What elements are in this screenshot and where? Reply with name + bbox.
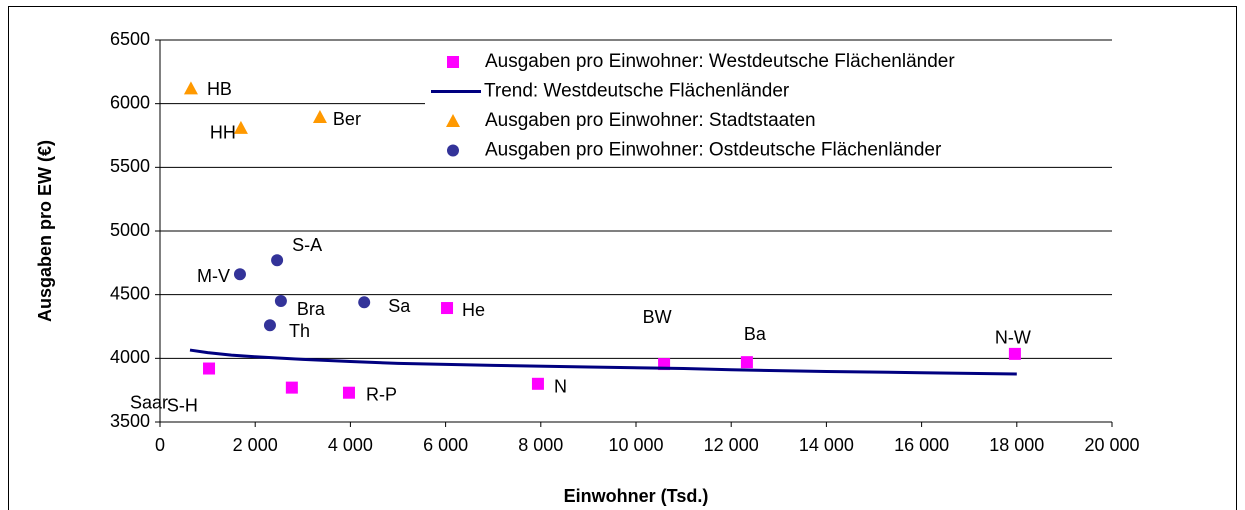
point <box>285 381 298 394</box>
point-label: Saar <box>130 392 168 412</box>
y-tick-label: 4500 <box>110 283 150 303</box>
point <box>531 377 544 390</box>
point <box>312 110 327 124</box>
x-tick-label: 14 000 <box>799 435 854 455</box>
point-label: R-P <box>366 384 397 404</box>
point <box>740 356 753 369</box>
y-tick-label: 4000 <box>110 347 150 367</box>
point-label: Ba <box>744 324 767 344</box>
y-tick-label: 6500 <box>110 29 150 49</box>
x-tick-label: 0 <box>155 435 165 455</box>
y-tick-label: 5500 <box>110 156 150 176</box>
x-tick-label: 12 000 <box>704 435 759 455</box>
point <box>233 268 246 281</box>
point <box>203 362 216 375</box>
point-label: M-V <box>197 266 230 286</box>
x-tick-label: 18 000 <box>989 435 1044 455</box>
point-label: S-H <box>167 395 198 415</box>
point-label: He <box>462 300 485 320</box>
point-label: BW <box>643 307 672 327</box>
point <box>342 386 355 399</box>
point-label: S-A <box>292 235 322 255</box>
legend-label: Ausgaben pro Einwohner: Stadtstaaten <box>485 110 816 131</box>
point <box>441 302 454 315</box>
y-tick-label: 5000 <box>110 220 150 240</box>
point-label: HB <box>207 79 232 99</box>
y-tick-label: 3500 <box>110 411 150 431</box>
x-tick-label: 10 000 <box>608 435 663 455</box>
x-tick-label: 6 000 <box>423 435 468 455</box>
point-label: Ber <box>333 109 361 129</box>
point-label: N-W <box>995 328 1031 348</box>
point-label: HH <box>210 123 236 143</box>
point-label: Th <box>289 321 310 341</box>
point <box>183 81 198 95</box>
legend-label: Trend: Westdeutsche Flächenländer <box>484 81 790 102</box>
x-tick-label: 4 000 <box>328 435 373 455</box>
y-tick-label: 6000 <box>110 92 150 112</box>
legend-swatch <box>447 56 459 68</box>
legend-swatch <box>447 144 459 157</box>
point <box>1008 347 1021 360</box>
y-axis-title: Ausgaben pro EW (€) <box>35 140 55 322</box>
point <box>358 296 371 309</box>
trend-line <box>189 348 1017 376</box>
point-label: Sa <box>388 296 411 316</box>
point <box>233 120 248 134</box>
x-tick-label: 16 000 <box>894 435 949 455</box>
x-axis-title: Einwohner (Tsd.) <box>564 486 709 506</box>
legend-swatch <box>446 114 460 127</box>
point-label: Bra <box>297 299 326 319</box>
point <box>263 319 276 332</box>
point-label: N <box>554 377 567 397</box>
point <box>271 254 284 267</box>
legend-box <box>425 45 1118 162</box>
x-tick-label: 20 000 <box>1084 435 1139 455</box>
x-tick-label: 2 000 <box>233 435 278 455</box>
legend-label: Ausgaben pro Einwohner: Westdeutsche Flä… <box>485 51 955 72</box>
legend-label: Ausgaben pro Einwohner: Ostdeutsche Fläc… <box>485 140 942 161</box>
x-tick-label: 8 000 <box>518 435 563 455</box>
point <box>274 295 287 308</box>
